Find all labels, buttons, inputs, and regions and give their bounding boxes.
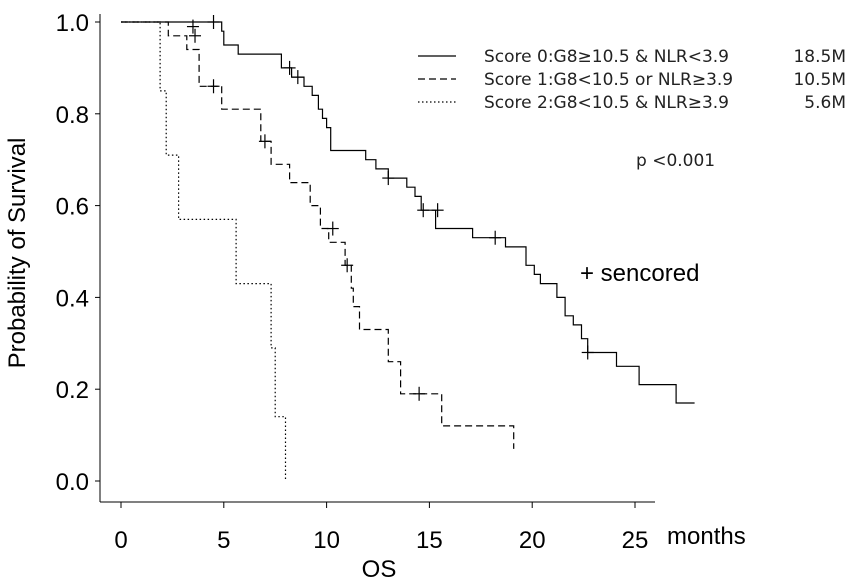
censor-mark — [326, 221, 339, 236]
censor-mark — [189, 28, 202, 43]
y-tick-label: 0.6 — [56, 194, 89, 221]
y-ticks: 0.0 0.2 0.4 0.6 0.8 1.0 — [56, 10, 100, 496]
censor-mark — [413, 386, 426, 401]
censor-mark — [291, 70, 304, 85]
axes — [99, 14, 655, 503]
legend-label-1: Score 1:G8<10.5 or NLR≥3.9 — [484, 70, 733, 90]
legend-label-0: Score 0:G8≥10.5 & NLR<3.9 — [484, 47, 729, 67]
censor-mark — [207, 15, 220, 29]
x-tick-label: 25 — [622, 527, 649, 554]
x-axis-unit-label: months — [667, 523, 746, 550]
y-axis-label: Probability of Survival — [4, 138, 31, 369]
x-ticks: 0 5 10 15 20 25 — [114, 502, 648, 554]
censor-mark — [258, 134, 271, 149]
censor-mark — [341, 258, 354, 273]
series-1-curve — [121, 21, 515, 449]
x-tick-label: 20 — [519, 527, 546, 554]
censor-mark — [489, 230, 502, 245]
x-tick-label: 5 — [217, 527, 230, 554]
censor-mark — [283, 60, 296, 75]
legend: Score 0:G8≥10.5 & NLR<3.9 18.5M Score 1:G8… — [418, 47, 846, 113]
censor-mark — [382, 171, 395, 186]
y-tick-label: 1.0 — [56, 10, 89, 37]
x-axis-label: OS — [362, 556, 397, 583]
y-tick-label: 0.8 — [56, 102, 89, 129]
legend-label-2: Score 2:G8<10.5 & NLR≥3.9 — [484, 93, 729, 113]
censor-mark — [417, 203, 430, 218]
y-tick-label: 0.4 — [56, 285, 89, 312]
legend-median-1: 10.5M — [793, 70, 846, 90]
censor-mark — [186, 19, 199, 34]
censor-mark — [581, 345, 594, 360]
y-tick-label: 0.2 — [56, 377, 89, 404]
p-value-annotation: p <0.001 — [636, 151, 715, 171]
x-tick-label: 15 — [416, 527, 443, 554]
series-2-curve — [121, 21, 287, 481]
legend-median-2: 5.6M — [804, 93, 846, 113]
x-tick-label: 0 — [114, 527, 127, 554]
y-tick-label: 0.0 — [56, 469, 89, 496]
censor-note: + sencored — [580, 260, 699, 287]
x-tick-label: 10 — [313, 527, 340, 554]
legend-median-0: 18.5M — [793, 47, 846, 67]
censor-mark — [431, 203, 444, 218]
series-layer — [121, 15, 695, 481]
censor-mark — [207, 79, 220, 94]
